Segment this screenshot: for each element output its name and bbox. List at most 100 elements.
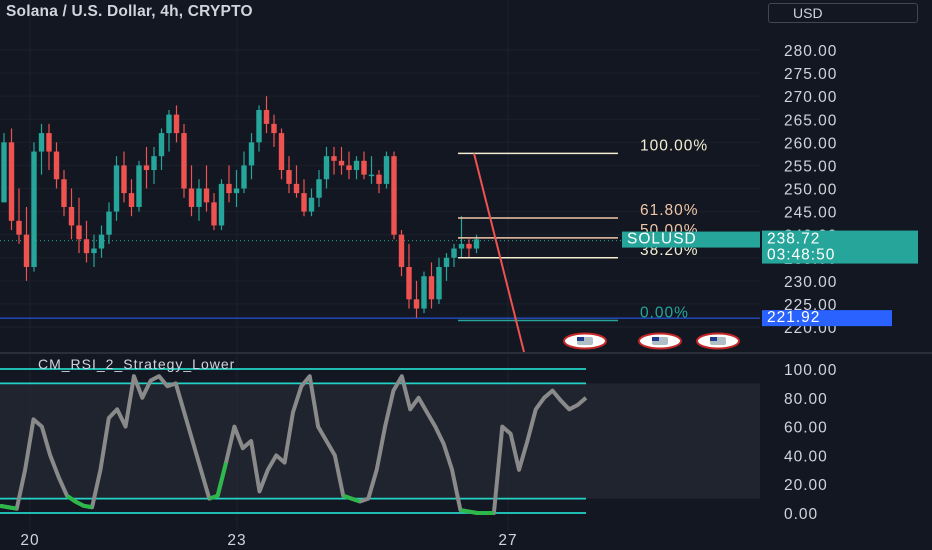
fib-level-label: 61.80% <box>640 202 699 219</box>
currency-selector[interactable]: USD <box>768 3 918 23</box>
candle-body <box>151 156 157 171</box>
rsi-tick-label: 80.00 <box>784 391 828 408</box>
candle-body <box>248 142 255 166</box>
price-tick-label: 265.00 <box>784 112 837 129</box>
rsi-signal-segment <box>65 494 93 510</box>
candle-body <box>46 133 52 152</box>
candle-body <box>143 165 150 171</box>
candle-body <box>331 156 337 161</box>
candle-body <box>278 133 285 171</box>
candle-body <box>61 179 67 207</box>
candle-body <box>353 160 360 171</box>
candle-body <box>181 133 187 189</box>
price-tick-label: 255.00 <box>784 158 837 175</box>
candle-body <box>308 197 315 212</box>
candle-body <box>421 276 427 309</box>
candle-body <box>473 239 480 249</box>
flag-canton <box>652 337 659 341</box>
candle-body <box>68 206 75 226</box>
time-label: 20 <box>20 532 39 549</box>
fib-level-label: 0.00% <box>640 305 689 322</box>
candle-body <box>451 248 457 258</box>
rsi-tick-label: 40.00 <box>784 448 828 465</box>
candle-body <box>218 183 225 226</box>
candle-body <box>338 160 345 166</box>
candle-body <box>391 156 397 235</box>
candle-body <box>121 165 127 194</box>
candle-body <box>8 142 15 221</box>
candle-body <box>23 234 30 267</box>
candle-body <box>398 234 405 267</box>
rsi-signal-segment <box>342 493 361 504</box>
candle-body <box>271 123 277 134</box>
candle-body <box>466 243 472 249</box>
candle-body <box>106 211 112 235</box>
candle-body <box>293 183 300 194</box>
us-flag-icon <box>638 332 682 350</box>
fib-level-label: 100.00% <box>640 137 708 154</box>
candle-body <box>1 142 7 203</box>
rsi-signal-segment <box>460 508 494 515</box>
price-tick-label: 275.00 <box>784 66 837 83</box>
rsi-signal-segment <box>0 503 18 511</box>
trendline <box>473 153 525 353</box>
candle-body <box>166 114 172 134</box>
price-tick-label: 225.00 <box>784 297 837 314</box>
rsi-band-fill <box>0 383 760 499</box>
countdown-tag-bg <box>762 246 918 264</box>
rsi-tick-label: 100.00 <box>784 362 837 379</box>
candle-body <box>241 165 247 189</box>
price-tick-label: 245.00 <box>784 205 837 222</box>
candle-body <box>31 151 37 267</box>
candle-body <box>346 165 352 171</box>
candle-body <box>128 193 135 207</box>
countdown-tag: 03:48:50 <box>767 247 835 264</box>
candle-body <box>256 110 262 143</box>
candle-body <box>196 188 202 207</box>
candle-body <box>263 110 270 124</box>
candle-body <box>83 239 90 254</box>
chart-title: Solana / U.S. Dollar, 4h, CRYPTO <box>6 3 253 20</box>
candle-body <box>158 133 165 157</box>
candle-body <box>38 133 45 152</box>
rsi-tick-label: 60.00 <box>784 420 828 437</box>
candle-body <box>286 170 292 184</box>
candle-body <box>53 151 60 180</box>
candle-body <box>233 188 240 194</box>
candle-body <box>428 276 435 300</box>
rsi-signal-segment <box>208 462 228 501</box>
candle-body <box>316 179 322 198</box>
candle-body <box>383 156 390 184</box>
line-price-tag: 221.92 <box>767 309 820 326</box>
candle-body <box>458 243 465 249</box>
time-label: 23 <box>227 532 246 549</box>
candle-body <box>188 188 195 207</box>
time-label: 27 <box>498 532 517 549</box>
candle-body <box>361 160 367 175</box>
candle-body <box>413 299 420 309</box>
candle-body <box>443 257 450 267</box>
us-flag-icon <box>696 332 740 350</box>
grid <box>29 0 509 530</box>
candle-body <box>76 225 82 240</box>
candle-body <box>211 202 217 226</box>
last-price-tag: 238.72 <box>767 231 820 248</box>
rsi-tick-label: 0.00 <box>784 506 818 523</box>
us-flag-icon <box>563 332 607 350</box>
candle-body <box>91 248 97 254</box>
symbol-tag-bg <box>622 231 760 248</box>
flag-canton <box>710 337 717 341</box>
candle-body <box>226 183 232 194</box>
candle-body <box>436 266 442 300</box>
flag-canton <box>577 337 584 341</box>
candle-body <box>368 174 375 177</box>
rsi-tick-label: 20.00 <box>784 477 828 494</box>
price-tick-label: 230.00 <box>784 274 837 291</box>
candle-body <box>301 193 307 212</box>
last-price-tag-bg <box>762 230 918 248</box>
candle-body <box>113 165 120 212</box>
candle-body <box>16 220 22 235</box>
price-tick-label: 260.00 <box>784 135 837 152</box>
candle-body <box>406 266 412 300</box>
